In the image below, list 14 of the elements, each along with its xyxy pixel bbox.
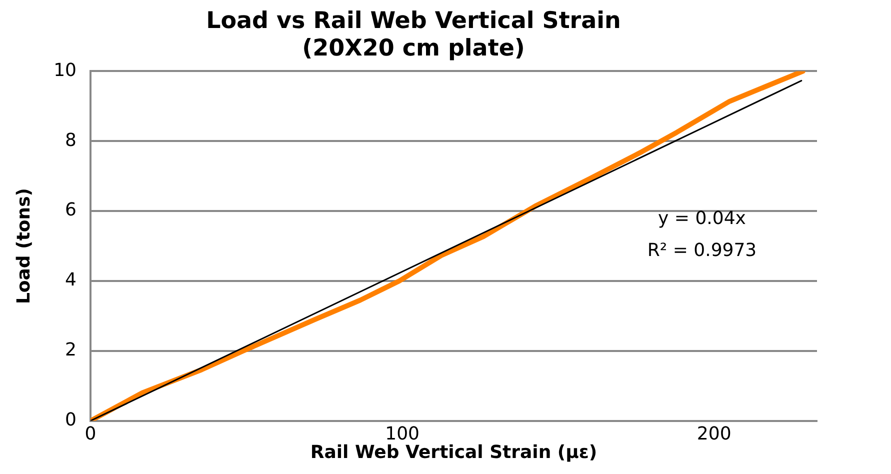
x-tick-label: 100: [385, 423, 420, 444]
y-tick-label: 10: [54, 60, 77, 81]
x-tick-label: 0: [84, 423, 96, 444]
annotation: y = 0.04x: [658, 208, 746, 229]
y-tick-label: 4: [65, 270, 77, 291]
y-axis-title: Load (tons): [13, 188, 34, 304]
x-axis-title: Rail Web Vertical Strain (με): [310, 442, 598, 463]
annotation: R² = 0.9973: [647, 240, 757, 261]
y-tick-label: 0: [65, 409, 77, 430]
y-tick-label: 2: [65, 340, 77, 361]
y-tick-label: 8: [65, 130, 77, 151]
chart-title: Load vs Rail Web Vertical Strain (20X20 cm plate): [206, 8, 621, 62]
y-tick-label: 6: [65, 200, 77, 221]
x-tick-label: 200: [696, 423, 732, 444]
